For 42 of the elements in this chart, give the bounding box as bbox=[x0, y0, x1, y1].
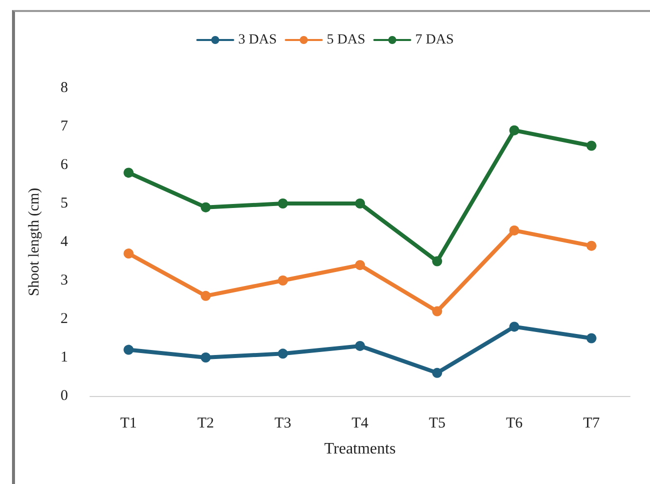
legend-label: 3 DAS bbox=[238, 32, 277, 48]
point bbox=[509, 125, 520, 136]
point bbox=[278, 348, 288, 359]
point bbox=[355, 198, 365, 208]
point bbox=[432, 306, 442, 316]
point bbox=[278, 198, 288, 208]
point bbox=[124, 168, 134, 178]
point bbox=[509, 225, 520, 236]
point bbox=[200, 202, 211, 212]
point bbox=[509, 322, 520, 332]
x-tick-label: T4 bbox=[352, 416, 369, 432]
x-axis-title: Treatments bbox=[324, 440, 396, 458]
y-tick-label: 2 bbox=[60, 311, 68, 327]
point bbox=[586, 140, 596, 151]
y-tick-label: 1 bbox=[60, 350, 68, 366]
x-tick-label: T3 bbox=[274, 416, 292, 432]
legend-label: 7 DAS bbox=[415, 32, 454, 48]
y-tick-label: 0 bbox=[60, 388, 68, 404]
point bbox=[124, 344, 134, 355]
x-tick-label: T1 bbox=[120, 416, 137, 432]
y-tick-label: 8 bbox=[60, 80, 68, 96]
x-tick-label: T5 bbox=[428, 416, 446, 432]
y-tick-label: 5 bbox=[60, 196, 68, 212]
point bbox=[200, 290, 211, 301]
point bbox=[278, 276, 288, 286]
point bbox=[355, 260, 365, 270]
point bbox=[586, 240, 596, 251]
point bbox=[200, 352, 211, 362]
point bbox=[432, 256, 442, 266]
point bbox=[586, 333, 596, 344]
y-tick-label: 3 bbox=[60, 272, 68, 288]
x-tick-label: T2 bbox=[197, 416, 214, 432]
point bbox=[124, 248, 134, 259]
y-tick-label: 4 bbox=[60, 234, 68, 250]
point bbox=[355, 340, 365, 351]
y-tick-label: 7 bbox=[60, 118, 68, 134]
y-axis-title: Shoot length (cm) bbox=[26, 188, 42, 296]
legend-label: 5 DAS bbox=[326, 32, 366, 48]
x-tick-label: T7 bbox=[583, 416, 600, 432]
y-tick-label: 6 bbox=[60, 157, 68, 173]
point bbox=[432, 368, 442, 378]
x-tick-label: T6 bbox=[506, 416, 524, 432]
